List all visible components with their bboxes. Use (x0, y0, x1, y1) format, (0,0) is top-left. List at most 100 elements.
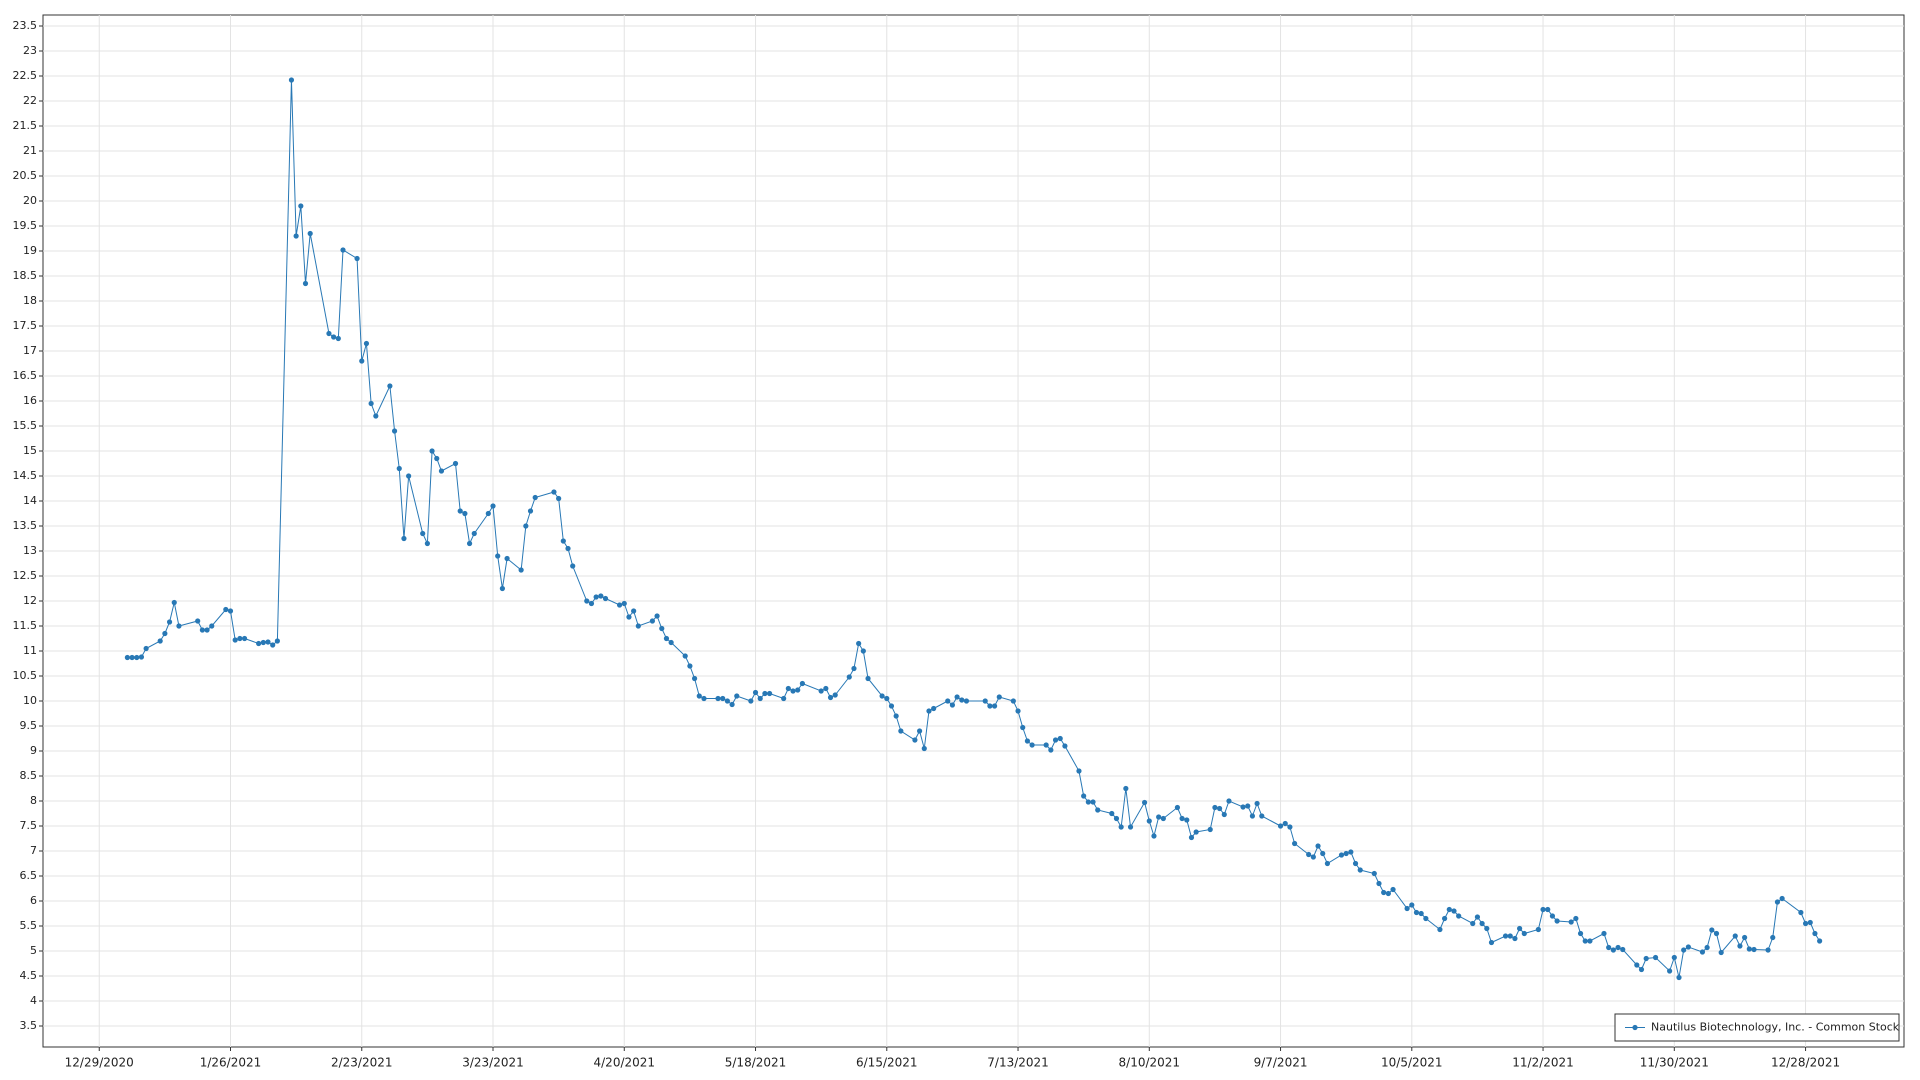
y-tick-label: 22.5 (13, 69, 38, 82)
data-point (799, 680, 806, 687)
data-point (1517, 925, 1523, 932)
data-point (298, 203, 304, 209)
data-point (270, 642, 276, 648)
data-point (1774, 899, 1781, 905)
y-tick-label: 14.5 (13, 469, 38, 482)
data-point (1681, 947, 1687, 953)
data-point (823, 685, 829, 692)
data-point (720, 695, 726, 702)
y-tick-label: 16 (23, 394, 37, 407)
data-point (621, 600, 627, 607)
y-tick-label: 13.5 (13, 519, 38, 532)
data-point (1371, 870, 1377, 877)
data-point (1587, 938, 1593, 944)
y-tick-label: 22 (23, 94, 37, 107)
data-point (691, 675, 698, 682)
data-point (588, 600, 595, 607)
y-tick-label: 12 (23, 594, 37, 607)
data-point (724, 698, 730, 704)
data-point (532, 494, 538, 501)
data-point (1610, 947, 1616, 953)
data-point (832, 692, 838, 698)
data-point (1404, 905, 1410, 912)
data-point (954, 694, 960, 700)
data-point (396, 465, 402, 472)
data-point (584, 598, 590, 604)
data-point (1184, 817, 1190, 823)
data-point (1713, 930, 1720, 937)
data-point (602, 595, 609, 602)
data-point (1062, 743, 1068, 749)
data-point (1193, 829, 1199, 835)
data-point (434, 455, 440, 462)
data-point (1113, 815, 1120, 822)
data-point (1245, 803, 1251, 809)
plot-area (42, 14, 1905, 1048)
data-point (1470, 920, 1476, 927)
y-tick-label: 8 (30, 794, 37, 807)
data-point (1535, 926, 1541, 933)
y-tick-label: 23 (23, 44, 37, 57)
data-point (199, 627, 205, 633)
data-point (1015, 708, 1021, 714)
data-point (1324, 860, 1331, 867)
data-point (1343, 850, 1349, 857)
data-point (1043, 742, 1049, 748)
data-point (1320, 850, 1326, 857)
data-point (1652, 954, 1659, 961)
y-tick-label: 3.5 (20, 1019, 38, 1032)
data-point (682, 653, 688, 659)
data-point (663, 635, 670, 642)
data-point (1240, 804, 1246, 810)
data-point (335, 335, 341, 342)
data-point (1160, 815, 1166, 822)
data-point (424, 540, 430, 547)
data-point (302, 280, 309, 287)
data-point (1409, 902, 1415, 908)
data-point (1568, 919, 1574, 925)
data-point (649, 618, 655, 624)
data-point (1446, 906, 1452, 913)
data-point (1582, 938, 1588, 944)
data-point (1577, 930, 1584, 937)
data-point (1456, 913, 1462, 919)
data-point (916, 728, 923, 734)
data-point (884, 695, 890, 702)
x-tick-label: 5/18/2021 (725, 1056, 787, 1070)
data-point (748, 698, 754, 704)
data-point (752, 689, 759, 696)
x-tick-label: 1/26/2021 (200, 1056, 262, 1070)
data-point (762, 690, 768, 697)
data-point (326, 330, 332, 337)
data-point (134, 654, 140, 661)
data-point (790, 688, 796, 694)
data-point (1048, 747, 1054, 753)
data-point (1709, 927, 1715, 933)
data-point (204, 627, 210, 633)
data-point (1746, 946, 1752, 952)
data-point (1277, 823, 1284, 829)
data-point (162, 630, 168, 637)
x-tick-label: 3/23/2021 (462, 1056, 524, 1070)
data-point (129, 654, 135, 661)
data-point (363, 340, 370, 347)
data-point (1521, 930, 1527, 937)
data-point (288, 77, 295, 83)
data-point (1357, 867, 1363, 873)
data-point (457, 508, 463, 514)
data-point (331, 334, 337, 340)
data-point (1765, 947, 1771, 953)
x-tick-label: 7/13/2021 (987, 1056, 1049, 1070)
data-point (1451, 908, 1457, 914)
data-point (1174, 804, 1181, 811)
data-point (1090, 799, 1096, 805)
data-point (898, 728, 904, 734)
data-point (991, 703, 998, 709)
data-point (466, 540, 473, 547)
y-tick-label: 20 (23, 194, 37, 207)
data-point (391, 428, 398, 434)
data-point (715, 695, 721, 702)
data-point (1127, 824, 1134, 830)
data-point (1010, 698, 1016, 704)
y-tick-label: 9.5 (20, 719, 38, 732)
